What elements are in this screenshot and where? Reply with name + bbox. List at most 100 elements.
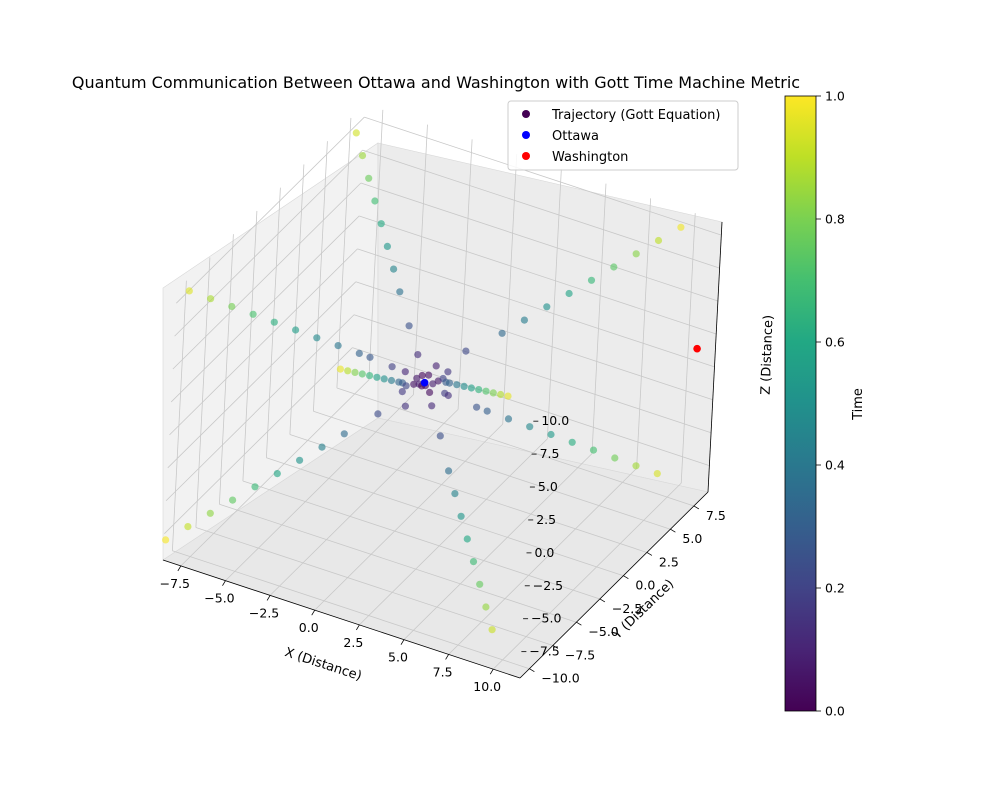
trajectory-point	[162, 536, 170, 544]
grid-line-x	[269, 409, 459, 596]
y-tick-mark	[599, 598, 606, 603]
y-tick-label: −7.5	[565, 647, 595, 662]
trajectory-point	[520, 316, 529, 324]
trajectory-point	[313, 334, 321, 342]
colorbar-tick-label: 0.6	[825, 335, 845, 350]
z-axis-line	[707, 221, 723, 493]
trajectory-point	[398, 388, 406, 396]
x-tick-label: −5.0	[204, 591, 234, 606]
grid-line-x	[448, 468, 637, 655]
trajectory-point	[568, 438, 576, 446]
trajectory-point	[396, 288, 404, 296]
grid-line-z	[176, 116, 365, 304]
trajectory-point	[677, 223, 685, 231]
trajectory-point	[504, 392, 512, 400]
z-tick-label: 0.0	[534, 545, 554, 560]
z-tick-label: 7.5	[540, 446, 560, 461]
colorbar-gradient	[784, 95, 817, 712]
trajectory-point	[482, 603, 490, 611]
grid-line-z	[167, 281, 357, 469]
colorbar: 0.0 0.2 0.4 0.6 0.8 1.0 Time	[784, 89, 866, 719]
trajectory-point	[355, 349, 363, 357]
trajectory-point	[371, 197, 379, 205]
grid-line-z	[355, 281, 713, 401]
grid-line-z	[170, 215, 360, 403]
trajectory-point	[344, 367, 352, 375]
x-axis-line	[162, 559, 521, 679]
grid-line-y	[313, 410, 671, 530]
colorbar-tick-label: 0.2	[825, 581, 845, 596]
grid-line-x	[403, 453, 593, 640]
y-tick-mark	[576, 621, 582, 626]
x-tick-label: 0.0	[299, 620, 319, 635]
colorbar-tick-label: 1.0	[825, 89, 845, 104]
trajectory-point	[497, 390, 505, 399]
z-tick-label: −7.5	[529, 644, 559, 659]
trajectory-point	[228, 302, 236, 311]
x-tick-mark	[222, 580, 226, 586]
trajectory-point	[251, 483, 259, 491]
grid-line-x	[413, 124, 428, 395]
grid-line-y	[289, 164, 305, 435]
grid-line-y	[195, 257, 211, 528]
axis-lines	[162, 221, 723, 679]
trajectory-point	[207, 295, 215, 303]
trajectory-point	[405, 322, 413, 330]
grid-line-z	[352, 347, 710, 467]
trajectory-point	[296, 456, 304, 464]
trajectory-point	[473, 403, 481, 411]
grid-lines	[164, 109, 722, 670]
chart-title: Quantum Communication Between Ottawa and…	[72, 73, 800, 92]
trajectory-point	[380, 375, 388, 383]
x-tick-label: 5.0	[388, 650, 408, 665]
trajectory-point	[270, 318, 278, 326]
y-axis-line	[519, 491, 709, 679]
grid-line-z	[362, 149, 720, 269]
y-tick-mark	[693, 505, 700, 510]
trajectory-point	[388, 363, 396, 371]
z-axis-label: Z (Distance)	[759, 315, 777, 396]
legend-frame	[507, 100, 739, 171]
grid-line-y	[242, 480, 601, 600]
grid-line-z	[364, 116, 722, 236]
y-tick-mark	[529, 668, 535, 673]
y-tick-label: −2.5	[612, 601, 642, 616]
grid-line-z	[164, 347, 353, 534]
trajectory-point	[340, 430, 348, 438]
z-tick-label: −2.5	[533, 578, 563, 593]
trajectory-point	[366, 372, 374, 380]
grid-line-x	[502, 154, 518, 425]
trajectory-point	[429, 380, 437, 388]
y-tick-label: −5.0	[588, 624, 618, 639]
grid-line-z	[172, 182, 362, 370]
trajectory-point	[387, 376, 396, 385]
grid-line-y	[266, 457, 624, 577]
trajectory-point	[463, 535, 471, 543]
legend: Trajectory (Gott Equation) Ottawa Washin…	[507, 100, 739, 171]
grid-line-x	[457, 139, 473, 410]
washington-point	[693, 344, 701, 353]
trajectory-point	[654, 236, 663, 245]
grid-line-x	[225, 394, 414, 581]
legend-label-trajectory: Trajectory (Gott Equation)	[551, 108, 720, 123]
trajectory-point	[482, 387, 490, 395]
z-tick-label: 5.0	[538, 479, 558, 494]
grid-line-y	[219, 503, 577, 623]
x-tick-mark	[489, 668, 494, 675]
legend-label-ottawa: Ottawa	[552, 129, 599, 144]
x-tick-labels: −7.5 −5.0 −2.5 0.0 2.5 5.0 7.5 10.0	[160, 565, 501, 694]
trajectory-point	[402, 382, 410, 390]
y-tick-mark	[670, 528, 676, 533]
trajectory-point	[410, 380, 418, 388]
colorbar-label: Time	[851, 388, 866, 421]
trajectory-point	[483, 407, 491, 415]
z-tick-label: −5.0	[531, 611, 561, 626]
trajectory-point	[526, 423, 534, 431]
trajectory-point	[206, 509, 214, 517]
grid-line-z	[165, 314, 355, 502]
trajectory-point	[632, 250, 640, 258]
x-tick-label: −2.5	[249, 605, 279, 620]
y-tick-labels: −10.0−7.5−5.0−2.50.02.55.07.5	[529, 505, 726, 686]
trajectory-point	[426, 388, 434, 396]
